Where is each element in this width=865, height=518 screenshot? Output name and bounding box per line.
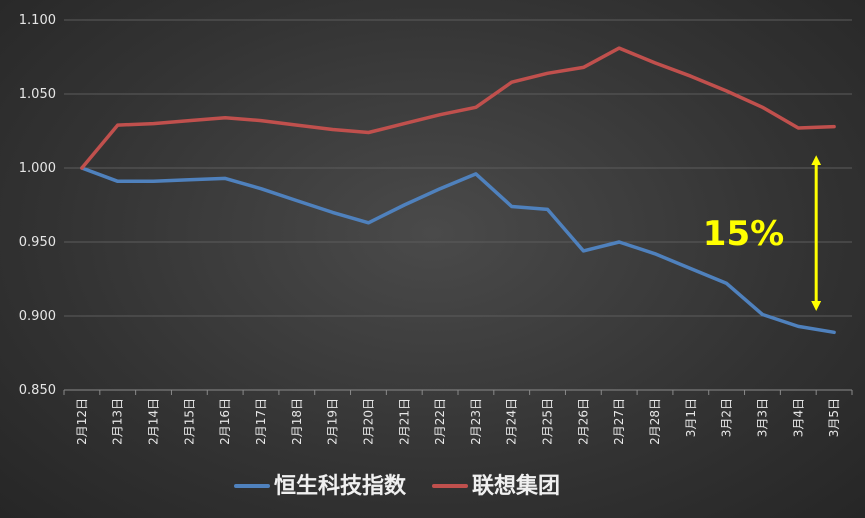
y-axis-tick-labels: 0.850 0.900 0.950 1.000 1.050 1.100 (19, 13, 56, 398)
x-tick-label: 2月21日 (397, 398, 411, 445)
y-tick-label: 0.950 (19, 235, 56, 250)
series-line-0 (80, 166, 836, 335)
y-tick-label: 1.100 (19, 13, 56, 28)
x-tick-label: 2月13日 (111, 398, 125, 445)
x-tick-label: 2月28日 (648, 398, 662, 445)
x-tick-label: 2月17日 (254, 398, 268, 445)
x-tick-label: 2月27日 (612, 398, 626, 445)
y-tick-label: 1.050 (19, 87, 56, 102)
x-tick-label: 2月18日 (290, 398, 304, 445)
x-tick-label: 2月20日 (361, 398, 375, 445)
x-tick-label: 3月1日 (684, 398, 698, 437)
x-tick-label: 3月3日 (755, 398, 769, 437)
x-tick-label: 2月19日 (326, 398, 340, 445)
gridlines (64, 19, 852, 317)
x-tick-label: 3月5日 (827, 398, 841, 437)
x-tick-label: 3月4日 (791, 398, 805, 437)
annotation: 15% (703, 155, 822, 311)
legend: 恒生科技指数 联想集团 (234, 473, 560, 499)
x-tick-label: 2月25日 (541, 398, 555, 445)
annotation-label: 15% (703, 214, 784, 254)
x-tick-label: 2月24日 (505, 398, 519, 445)
x-tick-label: 2月22日 (433, 398, 447, 445)
legend-label-1: 联想集团 (472, 473, 560, 499)
y-tick-label: 1.000 (19, 161, 56, 176)
x-tick-label: 2月16日 (218, 398, 232, 445)
x-axis-tick-labels: 2月12日 2月13日 2月14日 2月15日 2月16日 2月17日 2月18日 2月19日… (75, 398, 841, 445)
y-tick-label: 0.900 (19, 309, 56, 324)
x-tick-label: 2月14日 (147, 398, 161, 445)
x-tick-label: 2月12日 (75, 398, 89, 445)
series-line-1 (80, 46, 836, 170)
data-series (80, 46, 836, 335)
x-tick-label: 3月2日 (720, 398, 734, 437)
x-tick-label: 2月23日 (469, 398, 483, 445)
y-tick-label: 0.850 (19, 383, 56, 398)
x-tick-label: 2月15日 (182, 398, 196, 445)
x-axis (63, 389, 853, 395)
x-tick-label: 2月26日 (576, 398, 590, 445)
legend-label-0: 恒生科技指数 (274, 473, 407, 499)
